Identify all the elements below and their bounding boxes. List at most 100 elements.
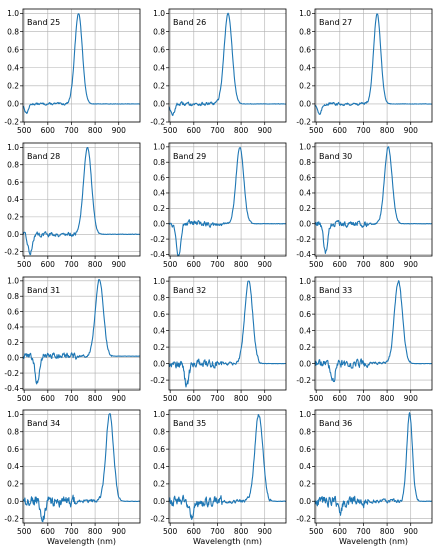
y-tick-label: 0.4 bbox=[153, 63, 165, 72]
x-tick-label: 800 bbox=[380, 394, 395, 403]
band-label: Band 28 bbox=[27, 152, 60, 161]
x-tick-label: 900 bbox=[404, 260, 419, 269]
spectral-curve bbox=[168, 413, 286, 521]
panel-band-36: 500 600 700 800 900 -0.2 0.0 0.2 0.4 0.6 0.8 1.0 Ban… bbox=[296, 409, 433, 546]
y-tick-label: 0.6 bbox=[299, 45, 311, 54]
y-tick-label: 1.0 bbox=[299, 9, 311, 18]
x-tick-label: 500 bbox=[163, 394, 178, 403]
band-label: Band 35 bbox=[173, 419, 206, 428]
spectral-curve bbox=[168, 147, 286, 257]
x-tick-label: 600 bbox=[41, 394, 56, 403]
y-tick-label: 0.6 bbox=[299, 445, 311, 454]
y-tick-label: 0.6 bbox=[153, 173, 165, 182]
x-tick-label: 900 bbox=[404, 394, 419, 403]
x-tick-label: 800 bbox=[380, 527, 395, 536]
plot-frame bbox=[168, 8, 287, 123]
spectral-curve bbox=[168, 12, 286, 117]
y-tick-label: -0.2 bbox=[150, 235, 165, 244]
y-tick-label: -0.2 bbox=[296, 514, 311, 523]
y-tick-label: 0.2 bbox=[7, 213, 19, 222]
x-tick-label: 600 bbox=[333, 260, 348, 269]
x-tick-label: 700 bbox=[210, 394, 225, 403]
panel-band-26: 500 600 700 800 900 -0.2 0.0 0.2 0.4 0.6 0.8 1.0 Ban… bbox=[150, 8, 287, 135]
y-tick-label: 0.0 bbox=[7, 230, 19, 239]
x-tick-label: 900 bbox=[258, 260, 273, 269]
x-tick-label: 700 bbox=[64, 126, 79, 135]
x-tick-label: 800 bbox=[88, 260, 103, 269]
x-tick-label: 900 bbox=[112, 527, 127, 536]
y-tick-label: 0.2 bbox=[299, 82, 311, 91]
y-tick-label: -0.2 bbox=[4, 514, 19, 523]
y-tick-label: 0.4 bbox=[7, 195, 19, 204]
x-tick-label: 600 bbox=[187, 527, 202, 536]
x-tick-label: 700 bbox=[64, 527, 79, 536]
spectral-curve bbox=[22, 13, 140, 114]
plot-frame bbox=[22, 276, 141, 391]
y-tick-label: 0.4 bbox=[299, 462, 311, 471]
x-tick-label: 600 bbox=[41, 527, 56, 536]
y-tick-label: 0.4 bbox=[299, 189, 311, 198]
x-tick-label: 700 bbox=[356, 527, 371, 536]
y-tick-label: 1.0 bbox=[7, 143, 19, 152]
x-tick-label: 700 bbox=[210, 260, 225, 269]
y-tick-label: 0.8 bbox=[7, 27, 19, 36]
x-tick-label: 800 bbox=[234, 527, 249, 536]
band-label: Band 30 bbox=[319, 152, 352, 161]
x-tick-label: 500 bbox=[17, 260, 32, 269]
band-label: Band 31 bbox=[27, 286, 60, 295]
band-label: Band 27 bbox=[319, 18, 352, 27]
y-tick-label: 0.2 bbox=[299, 343, 311, 352]
spectral-curve bbox=[314, 146, 433, 254]
y-tick-label: 1.0 bbox=[153, 9, 165, 18]
x-axis-title: Wavelength (nm) bbox=[193, 537, 262, 546]
panel-band-25: 500 600 700 800 900 -0.2 0.0 0.2 0.4 0.6 0.8 1.0 Ban… bbox=[4, 8, 141, 135]
x-tick-label: 900 bbox=[112, 126, 127, 135]
y-tick-label: -0.2 bbox=[150, 118, 165, 127]
y-tick-label: 0.6 bbox=[153, 310, 165, 319]
y-tick-label: 0.8 bbox=[7, 292, 19, 301]
y-tick-label: 0.0 bbox=[153, 100, 165, 109]
y-tick-label: 0.0 bbox=[153, 359, 165, 368]
x-tick-label: 700 bbox=[64, 260, 79, 269]
y-tick-label: 0.2 bbox=[299, 480, 311, 489]
spectral-curve bbox=[314, 280, 432, 383]
y-tick-label: 0.8 bbox=[299, 27, 311, 36]
spectral-curve bbox=[22, 147, 140, 256]
panel-band-33: 500 600 700 800 900 -0.2 0.0 0.2 0.4 0.6 0.8 1.0 Ban… bbox=[296, 276, 433, 403]
plot-frame bbox=[168, 142, 287, 257]
band-label: Band 26 bbox=[173, 18, 206, 27]
spectral-curve bbox=[22, 279, 140, 385]
plot-frame bbox=[168, 276, 287, 391]
y-tick-label: 0.2 bbox=[7, 338, 19, 347]
y-tick-label: 1.0 bbox=[153, 277, 165, 286]
y-tick-label: 0.8 bbox=[153, 158, 165, 167]
y-tick-label: 0.6 bbox=[299, 173, 311, 182]
x-tick-label: 500 bbox=[17, 394, 32, 403]
y-tick-label: 0.2 bbox=[7, 480, 19, 489]
y-tick-label: 0.0 bbox=[7, 497, 19, 506]
y-tick-label: 0.4 bbox=[153, 326, 165, 335]
y-tick-label: 0.2 bbox=[153, 204, 165, 213]
y-tick-label: 0.2 bbox=[299, 204, 311, 213]
x-tick-label: 500 bbox=[17, 126, 32, 135]
x-axis-title: Wavelength (nm) bbox=[339, 537, 408, 546]
y-tick-label: 0.6 bbox=[7, 445, 19, 454]
plot-frame bbox=[314, 276, 433, 391]
y-tick-label: 0.0 bbox=[153, 497, 165, 506]
plot-frame bbox=[314, 142, 433, 257]
band-label: Band 25 bbox=[27, 18, 60, 27]
x-tick-label: 900 bbox=[404, 527, 419, 536]
x-tick-label: 900 bbox=[258, 126, 273, 135]
y-tick-label: -0.2 bbox=[296, 118, 311, 127]
spectral-curve bbox=[168, 280, 286, 388]
y-tick-label: 0.8 bbox=[299, 427, 311, 436]
y-tick-label: 0.0 bbox=[299, 219, 311, 228]
y-tick-label: 0.0 bbox=[153, 219, 165, 228]
y-tick-label: 0.6 bbox=[153, 445, 165, 454]
x-tick-label: 800 bbox=[88, 394, 103, 403]
x-tick-label: 900 bbox=[258, 394, 273, 403]
y-tick-label: 0.6 bbox=[153, 45, 165, 54]
band-label: Band 33 bbox=[319, 286, 352, 295]
y-tick-label: 0.4 bbox=[153, 462, 165, 471]
